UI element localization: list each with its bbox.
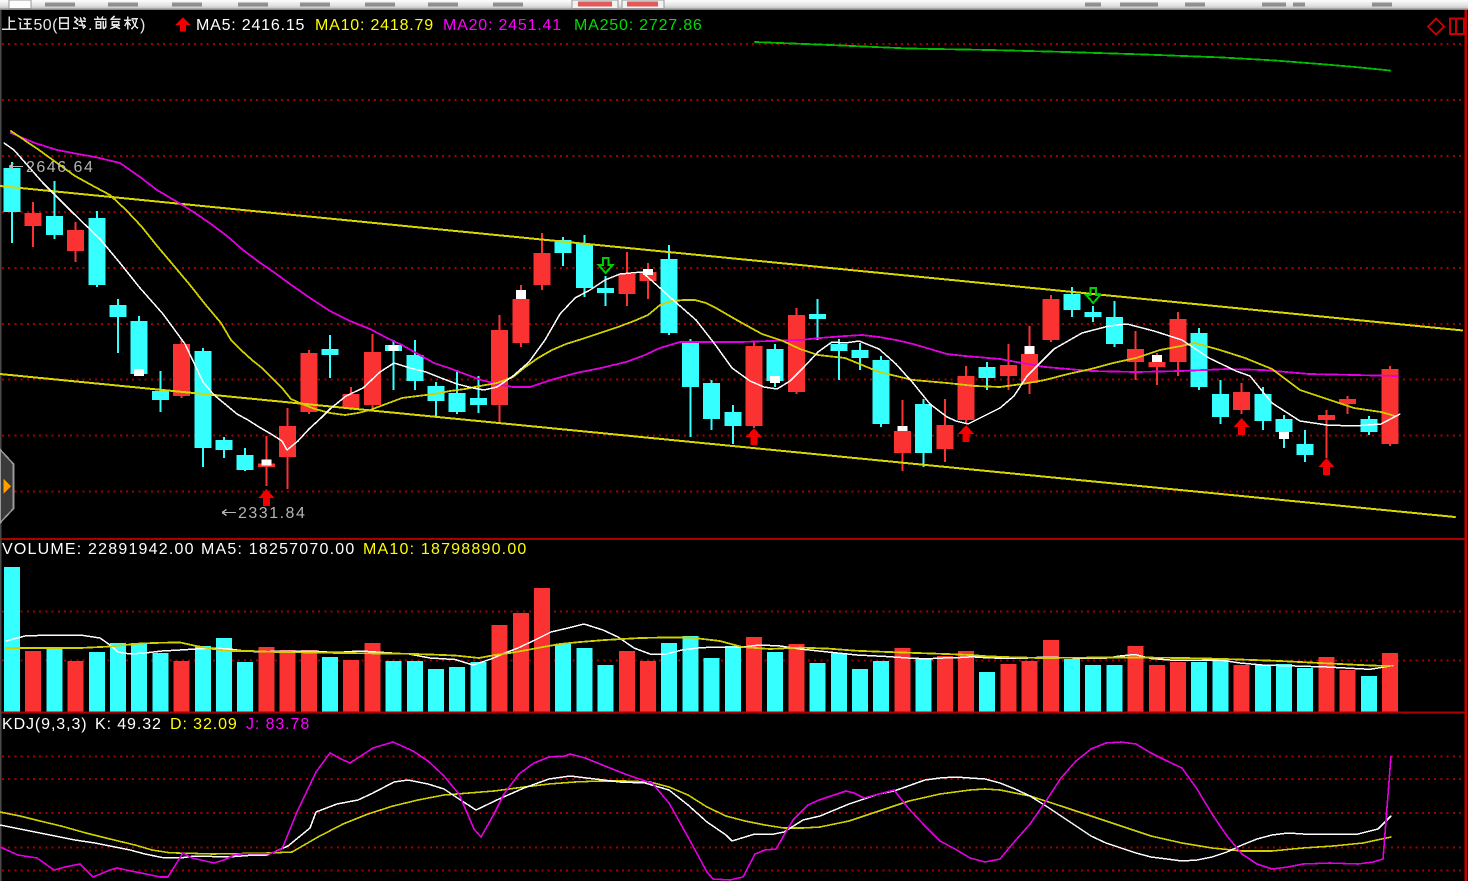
svg-text:KDJ(9,3,3): KDJ(9,3,3) [2, 716, 87, 733]
svg-text:2331.84: 2331.84 [238, 505, 306, 522]
svg-text:D: 32.09: D: 32.09 [170, 716, 238, 733]
svg-text:MA10: 2418.79: MA10: 2418.79 [315, 17, 434, 34]
svg-text:): ) [140, 17, 146, 34]
svg-text:MA5: 18257070.00: MA5: 18257070.00 [201, 541, 355, 558]
svg-text:MA20: 2451.41: MA20: 2451.41 [443, 17, 562, 34]
svg-text:J: 83.78: J: 83.78 [246, 716, 310, 733]
svg-text:.: . [88, 17, 92, 34]
svg-text:VOLUME: 22891942.00: VOLUME: 22891942.00 [2, 541, 195, 558]
svg-text:50(: 50( [34, 17, 59, 34]
svg-text:K: 49.32: K: 49.32 [95, 716, 162, 733]
svg-text:2646.64: 2646.64 [26, 159, 94, 176]
svg-text:MA250: 2727.86: MA250: 2727.86 [574, 17, 703, 34]
svg-text:MA10: 18798890.00: MA10: 18798890.00 [363, 541, 528, 558]
svg-text:MA5: 2416.15: MA5: 2416.15 [196, 17, 305, 34]
